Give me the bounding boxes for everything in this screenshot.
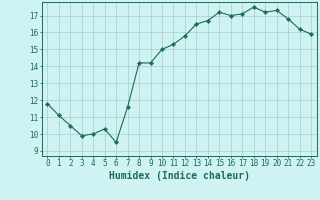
X-axis label: Humidex (Indice chaleur): Humidex (Indice chaleur) [109, 171, 250, 181]
